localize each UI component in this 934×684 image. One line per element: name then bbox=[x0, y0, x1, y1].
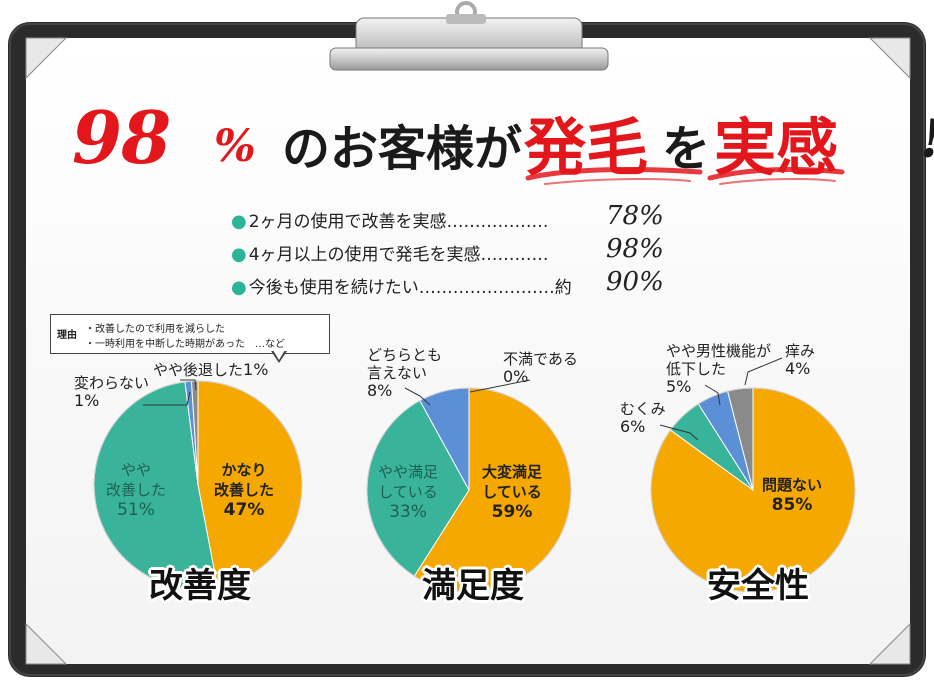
note-line-2: ・一時利用を中断した時期があった …など bbox=[85, 339, 285, 350]
label-taihen-manzoku: 大変満足 している 59% bbox=[482, 463, 543, 522]
stat-line-2: ● 4ヶ月以上の使用で発毛を実感………… 98% bbox=[231, 234, 664, 265]
note-line-1: ・改善したので利用を減らした bbox=[85, 324, 225, 335]
stat-label: 4ヶ月以上の使用で発毛を実感………… bbox=[248, 245, 549, 265]
label-yaya-kaizen: やや 改善した 51% bbox=[106, 461, 167, 520]
label-fuman: 不満である 0% bbox=[503, 350, 578, 386]
headline-accent-2: 実感 bbox=[714, 111, 839, 184]
label-kanari-kaizen: かなり 改善した 47% bbox=[214, 461, 275, 520]
pie-anzen bbox=[650, 387, 856, 593]
pie-outline bbox=[366, 387, 572, 593]
headline-percent-sign: % bbox=[214, 121, 256, 172]
stat-label: 2ヶ月の使用で改善を実感……………… bbox=[248, 212, 549, 232]
label-dansei-kinou: やや男性機能が 低下した 5% bbox=[666, 342, 772, 396]
bullet-icon: ● bbox=[231, 277, 247, 298]
headline-number: 98 bbox=[72, 95, 171, 180]
pie-manzoku bbox=[366, 387, 572, 593]
label-dochiratomo: どちらとも 言えない 8% bbox=[367, 346, 443, 400]
chart-title-manzoku: 満足度 bbox=[422, 566, 524, 606]
headline-text-2: を bbox=[662, 121, 711, 177]
stat-value: 98% bbox=[606, 234, 664, 264]
stat-label: 今後も使用を続けたい……………………約 bbox=[248, 278, 572, 298]
bullet-icon: ● bbox=[231, 244, 247, 265]
note-tail-fill bbox=[273, 350, 285, 360]
headline-exclamation: ! bbox=[920, 109, 934, 170]
pie-kaizen bbox=[93, 380, 303, 590]
label-kawaranai: 変わらない 1% bbox=[74, 374, 150, 410]
chart-title-kaizen: 改善度 bbox=[149, 566, 251, 606]
label-yaya-manzoku: やや満足 している 33% bbox=[378, 463, 439, 522]
headline: 98 % のお客様が 発毛 を 実感 ! bbox=[72, 95, 934, 185]
note-label: 理由 bbox=[57, 330, 77, 341]
reason-note: 理由 ・改善したので利用を減らした ・一時利用を中断した時期があった …など bbox=[50, 314, 330, 363]
label-mondai-nai: 問題ない 85% bbox=[762, 476, 823, 515]
label-kayumi: 痒み 4% bbox=[785, 342, 816, 378]
label-mukumi: むくみ 6% bbox=[620, 400, 666, 436]
stat-value: 90% bbox=[606, 267, 664, 297]
bullet-icon: ● bbox=[231, 211, 247, 232]
stat-value: 78% bbox=[606, 201, 664, 231]
pie-outline bbox=[93, 380, 303, 590]
label-yaya-koutai: やや後退した1% bbox=[153, 360, 269, 380]
stat-line-1: ● 2ヶ月の使用で改善を実感……………… 78% bbox=[231, 201, 664, 232]
pie-outline bbox=[650, 387, 856, 593]
headline-text-1: のお客様が bbox=[282, 121, 523, 177]
stat-line-3: ● 今後も使用を続けたい……………………約 90% bbox=[231, 267, 664, 298]
chart-title-anzen: 安全性 bbox=[707, 566, 809, 606]
headline-accent-1: 発毛 bbox=[524, 111, 649, 184]
